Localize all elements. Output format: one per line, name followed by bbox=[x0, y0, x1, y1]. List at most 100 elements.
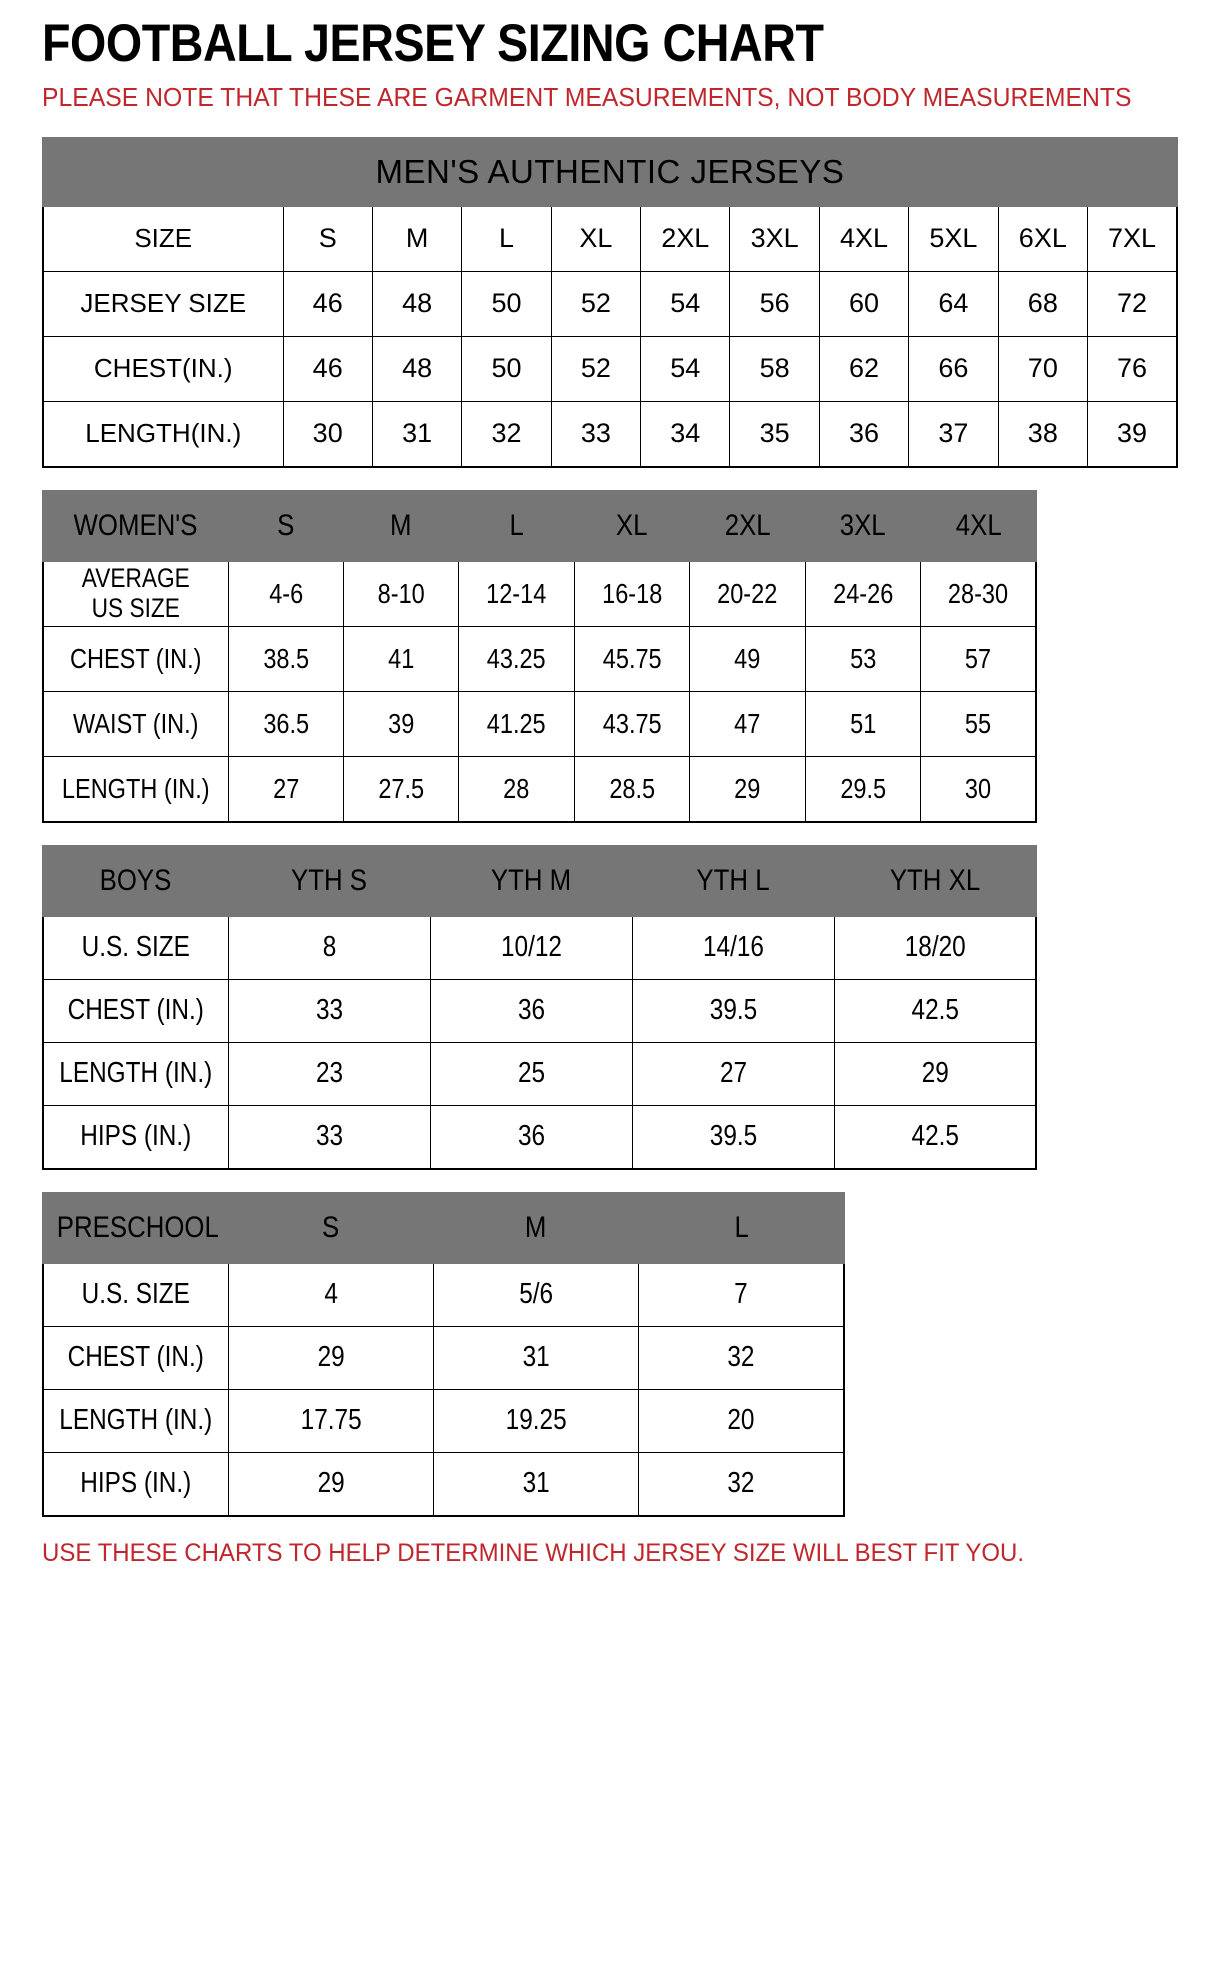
preschool-sizing-table: PRESCHOOL S M L U.S. SIZE 4 5/6 7 CHEST (IN.) 29 3… bbox=[42, 1191, 846, 1517]
boys-cell-text: 33 bbox=[315, 994, 343, 1027]
women-cell-r0-c2: 12-14 bbox=[458, 560, 575, 627]
women-cell-r1-c6: 57 bbox=[920, 625, 1037, 692]
women-cell-text: 29.5 bbox=[839, 772, 886, 804]
men-cell-r0-c2: 50 bbox=[461, 270, 552, 337]
preschool-cell-text: 4 bbox=[323, 1278, 338, 1311]
table-row: U.S. SIZE 8 10/12 14/16 18/20 bbox=[42, 915, 1037, 980]
women-cell-r3-c5: 29.5 bbox=[804, 755, 922, 823]
table-row: AVERAGE US SIZE 4-6 8-10 12-14 16-18 20-22 24-2… bbox=[42, 560, 1037, 627]
women-cell-text: 12-14 bbox=[486, 577, 547, 609]
boys-col-2-text: YTH L bbox=[696, 863, 770, 897]
men-row-label-1: CHEST(IN.) bbox=[42, 335, 284, 402]
men-cell-r2-c8: 38 bbox=[997, 400, 1089, 468]
boys-corner-label: BOYS bbox=[42, 844, 229, 917]
women-cell-text: 39 bbox=[388, 707, 415, 739]
preschool-col-0-text: S bbox=[322, 1210, 340, 1244]
women-column-header-4: 2XL bbox=[688, 489, 807, 562]
preschool-table-body: PRESCHOOL S M L U.S. SIZE 4 5/6 7 CHEST (IN.) 29 3… bbox=[42, 1191, 846, 1517]
boys-cell-r2-c1: 25 bbox=[429, 1041, 633, 1106]
preschool-row-label-text: U.S. SIZE bbox=[81, 1278, 190, 1311]
men-column-header-9: 7XL bbox=[1087, 205, 1178, 272]
boys-cell-r3-c2: 39.5 bbox=[631, 1104, 835, 1170]
preschool-row-label-text: CHEST (IN.) bbox=[67, 1341, 204, 1374]
preschool-cell-r3-c1: 31 bbox=[432, 1451, 640, 1517]
women-cell-text: 53 bbox=[849, 642, 876, 674]
men-row-label-2: LENGTH(IN.) bbox=[42, 400, 284, 468]
boys-cell-text: 10/12 bbox=[500, 931, 562, 964]
women-cell-r0-c0: 4-6 bbox=[227, 560, 344, 627]
boys-cell-r0-c2: 14/16 bbox=[631, 915, 835, 980]
women-cell-text: 36.5 bbox=[262, 707, 309, 739]
boys-cell-r0-c3: 18/20 bbox=[833, 915, 1037, 980]
boys-cell-text: 29 bbox=[921, 1057, 949, 1090]
women-cell-text: 27.5 bbox=[378, 772, 425, 804]
preschool-row-label-1: CHEST (IN.) bbox=[42, 1325, 229, 1390]
women-cell-text: 43.25 bbox=[487, 642, 546, 674]
boys-cell-text: 18/20 bbox=[904, 931, 966, 964]
garment-measurement-note: PLEASE NOTE THAT THESE ARE GARMENT MEASU… bbox=[42, 84, 1132, 113]
preschool-row-label-text: HIPS (IN.) bbox=[80, 1467, 192, 1500]
preschool-cell-text: 31 bbox=[522, 1341, 550, 1374]
men-column-header-4: 2XL bbox=[640, 205, 731, 272]
men-cell-r1-c7: 66 bbox=[908, 335, 999, 402]
women-cell-text: 51 bbox=[849, 707, 876, 739]
boys-cell-r2-c0: 23 bbox=[227, 1041, 431, 1106]
boys-cell-r3-c3: 42.5 bbox=[833, 1104, 1037, 1170]
preschool-cell-text: 32 bbox=[727, 1467, 755, 1500]
women-col-2-text: L bbox=[509, 508, 524, 542]
preschool-col-2-text: L bbox=[734, 1210, 749, 1244]
preschool-column-header-0: S bbox=[226, 1191, 435, 1264]
boys-cell-text: 42.5 bbox=[911, 994, 959, 1027]
boys-cell-text: 25 bbox=[517, 1057, 545, 1090]
women-corner-text: WOMEN'S bbox=[73, 508, 198, 542]
women-column-header-5: 3XL bbox=[804, 489, 922, 562]
women-cell-r1-c5: 53 bbox=[804, 625, 922, 692]
women-cell-r2-c4: 47 bbox=[689, 690, 806, 757]
boys-table-wrapper: BOYS YTH S YTH M YTH L YTH XL U.S. SIZE 8 10/12… bbox=[42, 844, 1178, 1170]
boys-column-header-1: YTH M bbox=[429, 844, 633, 917]
preschool-cell-text: 17.75 bbox=[300, 1404, 362, 1437]
boys-cell-text: 27 bbox=[719, 1057, 747, 1090]
boys-cell-text: 23 bbox=[315, 1057, 343, 1090]
men-cell-r2-c4: 34 bbox=[640, 400, 731, 468]
women-cell-text: 28.5 bbox=[609, 772, 655, 804]
boys-sizing-table: BOYS YTH S YTH M YTH L YTH XL U.S. SIZE 8 10/12… bbox=[42, 844, 1037, 1170]
men-cell-r0-c6: 60 bbox=[818, 270, 910, 337]
preschool-row-label-text: LENGTH (IN.) bbox=[59, 1404, 213, 1437]
women-cell-text: 57 bbox=[964, 642, 992, 674]
men-cell-r2-c9: 39 bbox=[1087, 400, 1178, 468]
preschool-header-row: PRESCHOOL S M L bbox=[42, 1191, 846, 1264]
men-cell-r2-c3: 33 bbox=[550, 400, 642, 468]
preschool-cell-r2-c0: 17.75 bbox=[227, 1388, 434, 1453]
women-row-label-2: WAIST (IN.) bbox=[42, 690, 229, 757]
women-cell-text: 38.5 bbox=[262, 642, 309, 674]
table-row: LENGTH(IN.) 30 31 32 33 34 35 36 37 38 39 bbox=[42, 400, 1178, 468]
women-cell-r1-c1: 41 bbox=[342, 625, 460, 692]
women-column-header-0: S bbox=[226, 489, 345, 562]
boys-row-label-0: U.S. SIZE bbox=[42, 915, 229, 980]
women-cell-r1-c4: 49 bbox=[689, 625, 806, 692]
men-cell-r0-c3: 52 bbox=[550, 270, 642, 337]
preschool-table-wrapper: PRESCHOOL S M L U.S. SIZE 4 5/6 7 CHEST (IN.) 29 3… bbox=[42, 1191, 1178, 1517]
boys-header-row: BOYS YTH S YTH M YTH L YTH XL bbox=[42, 844, 1037, 917]
women-cell-r0-c5: 24-26 bbox=[804, 560, 922, 627]
boys-col-0-text: YTH S bbox=[290, 863, 367, 897]
women-cell-r3-c0: 27 bbox=[227, 755, 344, 823]
table-row: CHEST(IN.) 46 48 50 52 54 58 62 66 70 76 bbox=[42, 335, 1178, 402]
women-col-3-text: XL bbox=[616, 508, 648, 542]
men-column-header-6: 4XL bbox=[818, 205, 910, 272]
women-col-4-text: 2XL bbox=[724, 508, 771, 542]
women-cell-r3-c2: 28 bbox=[458, 755, 575, 823]
women-cell-text: 49 bbox=[734, 642, 761, 674]
boys-cell-r3-c0: 33 bbox=[227, 1104, 431, 1170]
men-column-header-3: XL bbox=[550, 205, 642, 272]
women-column-header-2: L bbox=[457, 489, 576, 562]
women-row-label-text: LENGTH (IN.) bbox=[61, 772, 210, 804]
women-row-label-1: CHEST (IN.) bbox=[42, 625, 229, 692]
boys-cell-r0-c0: 8 bbox=[227, 915, 431, 980]
preschool-cell-r2-c2: 20 bbox=[638, 1388, 845, 1453]
preschool-cell-text: 29 bbox=[317, 1341, 345, 1374]
women-cell-r1-c3: 45.75 bbox=[573, 625, 691, 692]
men-column-header-7: 5XL bbox=[908, 205, 999, 272]
footer-note: USE THESE CHARTS TO HELP DETERMINE WHICH… bbox=[42, 1538, 1025, 1567]
